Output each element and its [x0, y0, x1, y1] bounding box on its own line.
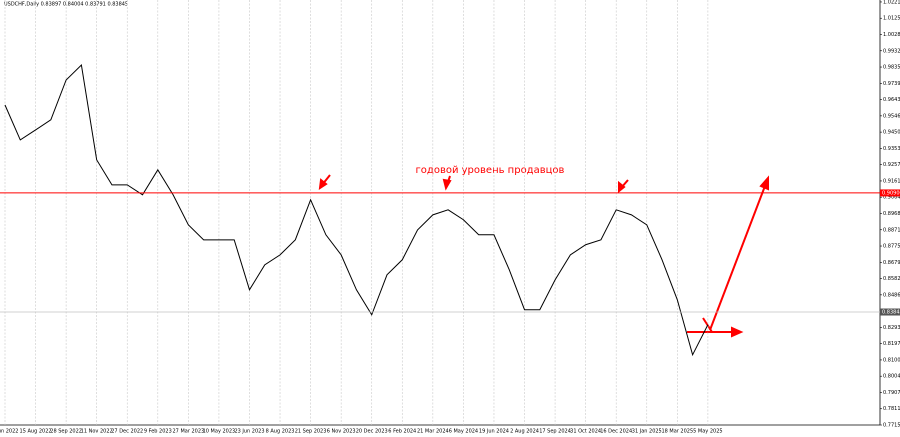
y-tick-label: 0.80042: [883, 374, 900, 380]
x-tick-label: 6 Nov 2023: [327, 429, 356, 435]
x-tick-label: 6 May 2024: [449, 429, 478, 435]
x-tick-label: 5 May 2025: [693, 429, 722, 435]
current-price-tag: [880, 308, 900, 316]
x-tick-label: 27 Mar 2023: [173, 429, 205, 435]
x-tick-label: 11 Nov 2022: [81, 429, 113, 435]
y-tick-label: 0.94502: [883, 130, 900, 136]
level-tag: [880, 189, 900, 197]
x-tick-label: 1 Jun 2022: [0, 429, 18, 435]
y-tick-label: 0.93538: [883, 146, 900, 152]
arrow-head: [318, 178, 328, 191]
y-tick-label: 0.98358: [883, 65, 900, 71]
arrow: [709, 185, 766, 331]
y-tick-label: 1.00286: [883, 32, 900, 38]
x-tick-label: 19 Jun 2024: [479, 429, 509, 435]
y-tick-label: 0.90646: [883, 195, 900, 201]
arrows: [318, 174, 769, 338]
y-tick-label: 0.82934: [883, 325, 900, 331]
x-tick-label: 23 Jun 2023: [234, 429, 264, 435]
x-tick-label: 16 Dec 2024: [600, 429, 632, 435]
y-tick-label: 0.97394: [883, 81, 900, 87]
y-tick-label: 0.99322: [883, 48, 900, 54]
x-tick-label: 15 Aug 2022: [20, 429, 52, 435]
y-tick-label: 0.78114: [883, 406, 900, 412]
y-tick-label: 0.84862: [883, 292, 900, 298]
x-tick-label: 20 Dec 2023: [356, 429, 388, 435]
arrow-head: [759, 175, 769, 191]
arrow-head: [618, 180, 626, 194]
x-tick-label: 10 May 2023: [203, 429, 236, 435]
x-tick-label: 31 Oct 2024: [570, 429, 601, 435]
arrow-head: [731, 326, 744, 338]
y-tick-label: 0.87754: [883, 244, 900, 250]
y-tick-label: 1.01250: [883, 16, 900, 22]
y-tick-label: 0.9161: [883, 178, 900, 184]
y-tick-label: 0.95466: [883, 113, 900, 119]
x-tick-label: 6 Feb 2024: [388, 429, 416, 435]
y-tick-label: 0.81006: [883, 357, 900, 363]
x-tick-label: 8 Aug 2023: [266, 429, 295, 435]
x-tick-label: 17 Sep 2024: [539, 429, 571, 435]
annotation: годовой уровень продавцов: [416, 165, 565, 176]
price-line: [4, 63, 709, 357]
x-tick-label: 27 Dec 2022: [111, 429, 143, 435]
y-tick-label: 0.88718: [883, 227, 900, 233]
y-tick-label: 0.85826: [883, 276, 900, 282]
x-tick-label: 28 Sep 2022: [50, 429, 82, 435]
y-tick-label: 0.92574: [883, 162, 900, 168]
x-tick-label: 21 Mar 2024: [417, 429, 449, 435]
current-price-label: 0.83845: [882, 310, 900, 316]
y-tick-label: 0.79078: [883, 390, 900, 396]
y-tick-label: 0.89682: [883, 211, 900, 217]
x-tick-label: 2 Aug 2024: [510, 429, 539, 435]
x-tick-label: 31 Jan 2025: [632, 429, 662, 435]
y-tick-label: 1.02214: [883, 0, 900, 5]
x-tick-label: 9 Feb 2023: [144, 429, 172, 435]
arrow-head: [442, 178, 452, 191]
x-tick-label: 18 Mar 2025: [661, 429, 693, 435]
x-tick-label: 21 Sep 2023: [295, 429, 327, 435]
